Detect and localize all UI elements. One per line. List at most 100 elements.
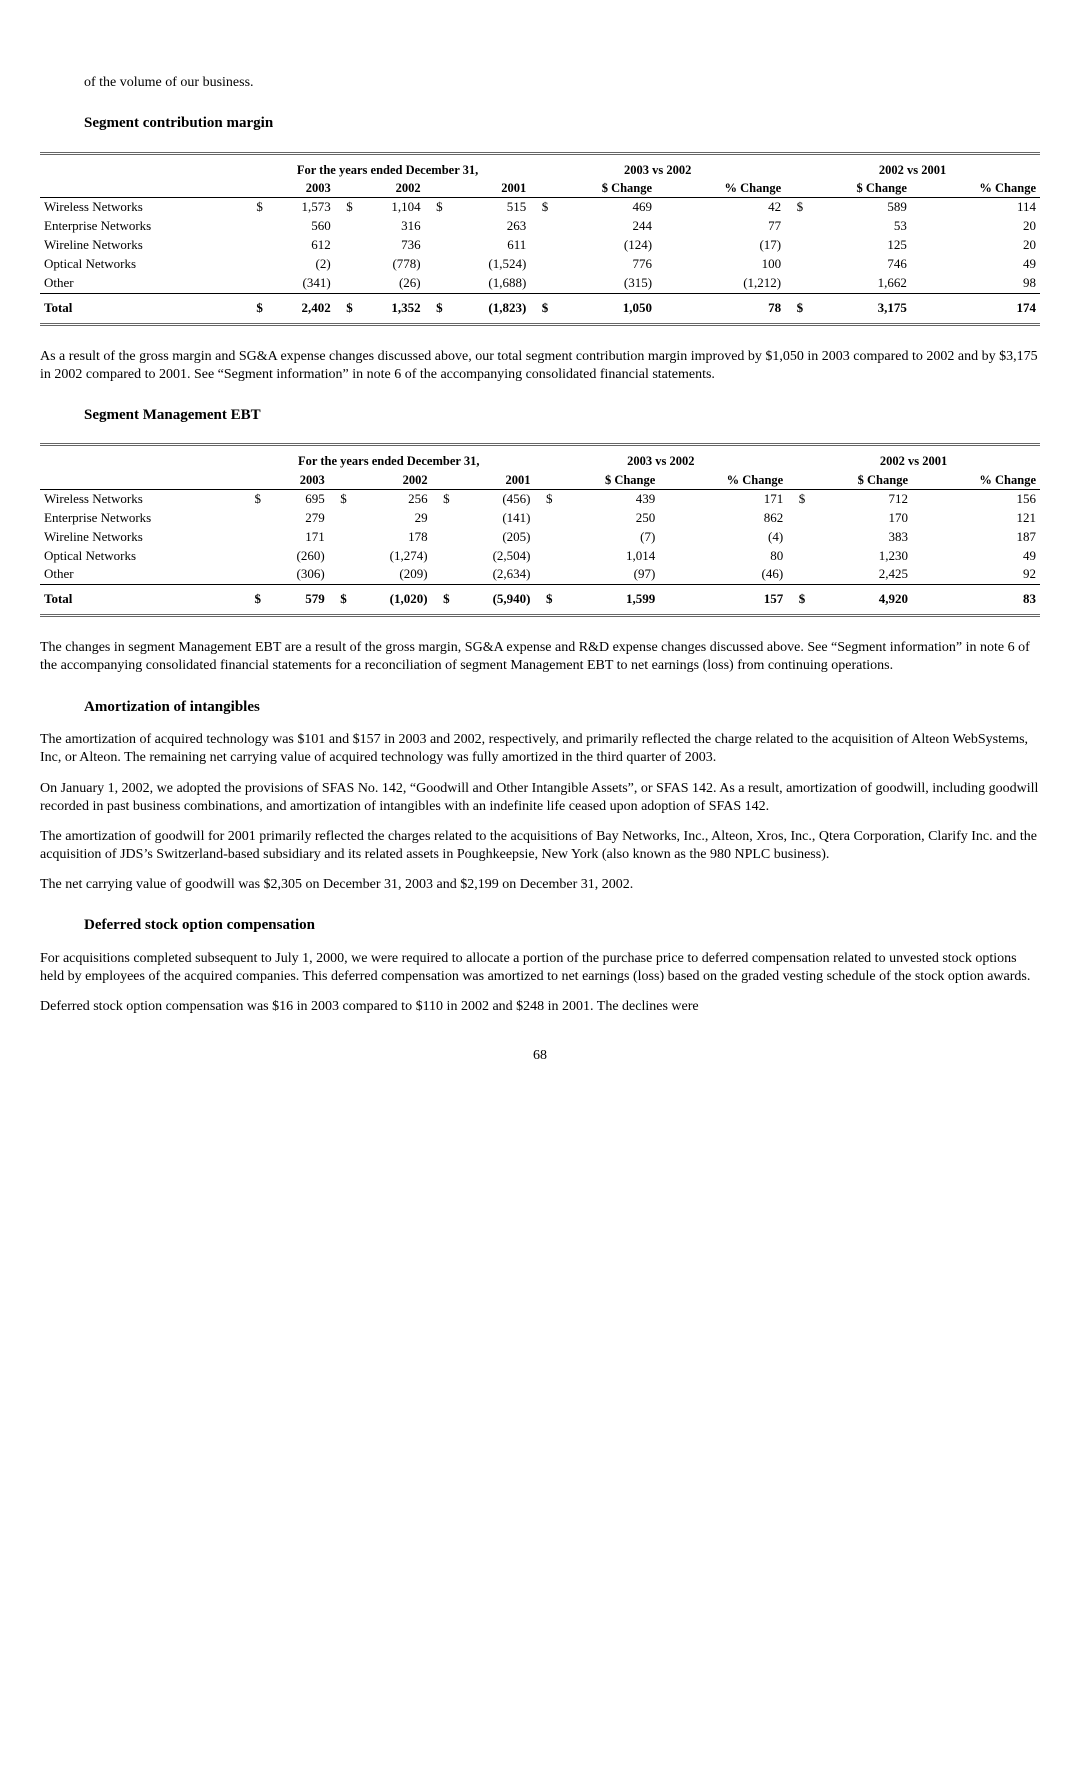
cell: (17) xyxy=(670,236,785,255)
col-header-2003v2002: 2003 vs 2002 xyxy=(530,161,785,179)
cell: $ xyxy=(530,293,552,324)
col-2003: 2003 xyxy=(265,471,329,490)
row-label: Optical Networks xyxy=(40,547,243,566)
cell: (1,274) xyxy=(351,547,432,566)
row-label: Wireless Networks xyxy=(40,489,243,508)
cell: 589 xyxy=(807,198,911,217)
cell: 80 xyxy=(673,547,787,566)
cell: 469 xyxy=(552,198,656,217)
cell: 170 xyxy=(809,509,912,528)
cell xyxy=(243,509,265,528)
cell xyxy=(785,217,807,236)
cell: $ xyxy=(245,198,267,217)
cell: $ xyxy=(785,198,807,217)
cell xyxy=(329,547,351,566)
paragraph: The amortization of goodwill for 2001 pr… xyxy=(40,828,1040,864)
cell: 125 xyxy=(807,236,911,255)
cell xyxy=(243,547,265,566)
cell xyxy=(432,528,454,547)
cell xyxy=(425,217,447,236)
row-label: Enterprise Networks xyxy=(40,509,243,528)
paragraph: For acquisitions completed subsequent to… xyxy=(40,950,1040,986)
heading-deferred-stock: Deferred stock option compensation xyxy=(84,916,1040,936)
cell: 612 xyxy=(267,236,335,255)
total-label: Total xyxy=(40,585,243,616)
cell xyxy=(329,509,351,528)
cell: 83 xyxy=(926,585,1040,616)
col-2002: 2002 xyxy=(357,179,425,198)
cell xyxy=(329,565,351,584)
cell xyxy=(785,255,807,274)
col-dchange1: $ Change xyxy=(556,471,659,490)
cell: 383 xyxy=(809,528,912,547)
cell xyxy=(530,274,552,293)
col-header-2002v2001: 2002 vs 2001 xyxy=(787,452,1040,470)
cell xyxy=(335,274,357,293)
cell: 114 xyxy=(925,198,1040,217)
cell: (4) xyxy=(673,528,787,547)
row-label: Other xyxy=(40,274,245,293)
cell: $ xyxy=(432,585,454,616)
cell xyxy=(534,547,556,566)
heading-segment-management-ebt: Segment Management EBT xyxy=(84,406,1040,426)
cell xyxy=(534,528,556,547)
cell: (2,504) xyxy=(454,547,535,566)
row-label: Wireline Networks xyxy=(40,236,245,255)
cell: $ xyxy=(425,198,447,217)
paragraph: On January 1, 2002, we adopted the provi… xyxy=(40,780,1040,816)
cell: 78 xyxy=(670,293,785,324)
cell xyxy=(530,255,552,274)
cell: 174 xyxy=(925,293,1040,324)
cell: $ xyxy=(534,585,556,616)
cell: $ xyxy=(243,489,265,508)
cell: 1,573 xyxy=(267,198,335,217)
cell: 156 xyxy=(926,489,1040,508)
cell: 4,920 xyxy=(809,585,912,616)
cell: 439 xyxy=(556,489,659,508)
cell xyxy=(425,236,447,255)
heading-segment-contribution-margin: Segment contribution margin xyxy=(84,114,1040,134)
cell: 560 xyxy=(267,217,335,236)
cell: (315) xyxy=(552,274,656,293)
cell: 579 xyxy=(265,585,329,616)
cell: (46) xyxy=(673,565,787,584)
cell: 776 xyxy=(552,255,656,274)
table-row: Wireline Networks171178(205)(7)(4)383187 xyxy=(40,528,1040,547)
cell: 1,662 xyxy=(807,274,911,293)
cell: (26) xyxy=(357,274,425,293)
cell: 77 xyxy=(670,217,785,236)
cell: $ xyxy=(432,489,454,508)
cell: (1,823) xyxy=(447,293,531,324)
cell xyxy=(329,528,351,547)
col-header-years: For the years ended December 31, xyxy=(243,452,535,470)
cell: $ xyxy=(329,585,351,616)
cell: 316 xyxy=(357,217,425,236)
cell: 1,050 xyxy=(552,293,656,324)
cell xyxy=(245,274,267,293)
cell: (2,634) xyxy=(454,565,535,584)
col-dchange2: $ Change xyxy=(809,471,912,490)
cell: 1,104 xyxy=(357,198,425,217)
cell: $ xyxy=(425,293,447,324)
cell: 20 xyxy=(925,236,1040,255)
cell xyxy=(245,255,267,274)
cell: (5,940) xyxy=(454,585,535,616)
cell: 263 xyxy=(447,217,531,236)
cell: 42 xyxy=(670,198,785,217)
cell: $ xyxy=(245,293,267,324)
cell: 98 xyxy=(925,274,1040,293)
cell xyxy=(432,547,454,566)
cell: 171 xyxy=(673,489,787,508)
cell: 244 xyxy=(552,217,656,236)
cell: 171 xyxy=(265,528,329,547)
cell xyxy=(335,217,357,236)
cell xyxy=(432,565,454,584)
cell: (1,020) xyxy=(351,585,432,616)
cell: 49 xyxy=(926,547,1040,566)
cell: (7) xyxy=(556,528,659,547)
total-label: Total xyxy=(40,293,245,324)
cell xyxy=(530,217,552,236)
cell xyxy=(243,565,265,584)
cell: (306) xyxy=(265,565,329,584)
cell: 20 xyxy=(925,217,1040,236)
